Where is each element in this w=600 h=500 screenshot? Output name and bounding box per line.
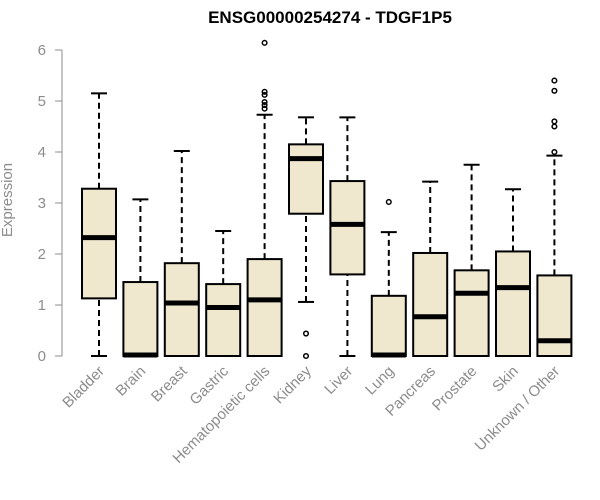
y-tick-label: 4 bbox=[38, 144, 46, 161]
y-tick-label: 3 bbox=[38, 195, 46, 212]
box-series bbox=[81, 39, 573, 360]
y-tick-label: 5 bbox=[38, 93, 46, 110]
outlier-point bbox=[551, 148, 558, 156]
x-tick-label: Skin bbox=[489, 363, 522, 396]
outlier-point bbox=[261, 91, 268, 98]
box-2 bbox=[122, 198, 159, 358]
iqr-box bbox=[495, 250, 531, 357]
box-6 bbox=[288, 116, 324, 360]
iqr-box bbox=[329, 180, 366, 276]
y-tick-label: 6 bbox=[38, 42, 46, 59]
box-9 bbox=[412, 180, 449, 357]
box-11 bbox=[495, 188, 531, 357]
outlier-point bbox=[261, 98, 268, 106]
outlier-point bbox=[302, 352, 310, 360]
x-tick-label: Lung bbox=[362, 363, 398, 399]
y-tick-label: 1 bbox=[38, 297, 46, 314]
iqr-box bbox=[122, 281, 159, 357]
x-tick-label: Breast bbox=[148, 362, 191, 405]
iqr-box bbox=[536, 274, 573, 358]
outlier-point bbox=[385, 198, 392, 206]
iqr-box bbox=[370, 294, 407, 358]
y-axis-label: Expression bbox=[0, 163, 16, 237]
outlier-point bbox=[261, 105, 268, 112]
outlier-point bbox=[551, 123, 558, 130]
box-10 bbox=[453, 163, 490, 358]
iqr-box bbox=[288, 143, 324, 215]
x-tick-label: Kidney bbox=[270, 362, 315, 407]
x-tick-label: Brain bbox=[112, 363, 149, 400]
outlier-point bbox=[261, 102, 268, 109]
x-tick-label: Bladder bbox=[59, 363, 108, 412]
box-4 bbox=[205, 230, 242, 357]
chart-title: ENSG00000254274 - TDGF1P5 bbox=[208, 8, 452, 27]
x-tick-label: Prostate bbox=[429, 363, 481, 415]
x-tick-label: Liver bbox=[321, 363, 356, 398]
outlier-point bbox=[261, 88, 268, 95]
box-12 bbox=[536, 77, 573, 358]
y-tick-label: 2 bbox=[38, 246, 46, 263]
box-7 bbox=[329, 116, 366, 357]
box-8 bbox=[370, 198, 407, 358]
y-axis: 0 1 2 3 4 5 6 bbox=[38, 42, 63, 365]
outlier-point bbox=[302, 330, 310, 337]
y-tick-label: 0 bbox=[38, 348, 46, 365]
iqr-box bbox=[81, 187, 117, 300]
iqr-box bbox=[453, 269, 490, 358]
iqr-box bbox=[205, 283, 242, 357]
iqr-box bbox=[163, 262, 200, 357]
iqr-box bbox=[246, 258, 283, 358]
iqr-box bbox=[412, 251, 449, 357]
box-5 bbox=[246, 39, 283, 358]
outlier-point bbox=[551, 118, 558, 125]
box-3 bbox=[163, 149, 200, 357]
outlier-point bbox=[261, 39, 268, 46]
box-1 bbox=[81, 92, 117, 357]
outlier-point bbox=[551, 77, 558, 84]
outlier-point bbox=[551, 87, 558, 94]
